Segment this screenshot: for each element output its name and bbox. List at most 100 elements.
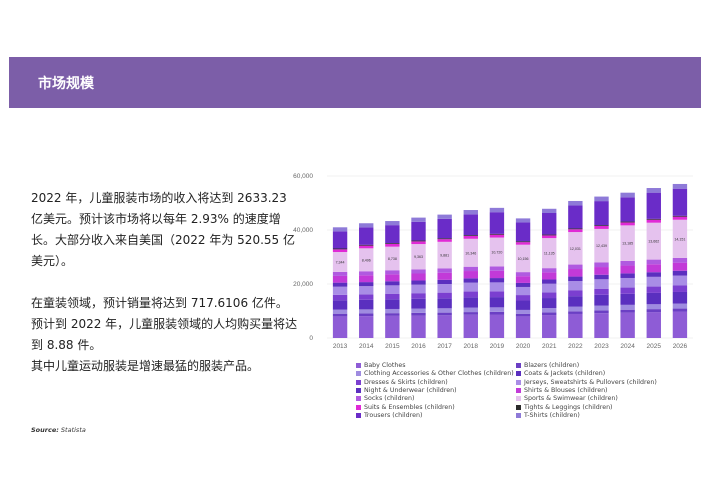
bar-segment: [332, 294, 348, 301]
bar-segment: [515, 313, 531, 317]
bar-segment: [385, 243, 400, 247]
bar-segment: [594, 201, 609, 226]
data-label: 11,135: [544, 252, 555, 256]
bar-segment: [542, 235, 557, 239]
description-text: 2022 年，儿童服装市场的收入将达到 2633.23 亿美元。预计该市场将以每…: [31, 188, 301, 377]
legend-swatch: [356, 404, 361, 410]
data-label: 10,720: [491, 250, 502, 254]
paragraph-per-capita: 预计到 2022 年，儿童服装领域的人均购买量将达到 8.88 件。: [31, 317, 298, 352]
bar-segment: [646, 218, 661, 220]
bar-segment: [515, 282, 531, 287]
bar-segment: [620, 225, 635, 261]
x-tick-label: 2018: [464, 343, 479, 350]
bar-segment: [542, 234, 557, 236]
x-tick-label: 2017: [437, 343, 452, 350]
bar-segment: [672, 216, 688, 220]
bar-segment: [672, 308, 688, 312]
bar-segment: [359, 271, 374, 276]
bar-segment: [646, 292, 661, 305]
legend-swatch: [516, 396, 521, 402]
x-tick-label: 2015: [385, 343, 400, 350]
paragraph-volume: 在童装领域，预计销量将达到 717.6106 亿件。: [31, 296, 288, 310]
bar-segment: [515, 218, 531, 223]
data-label: 13,185: [622, 242, 633, 246]
bar-segment: [411, 298, 426, 309]
bar-segment: [620, 265, 635, 274]
bar-segment: [463, 271, 478, 279]
bar-segment: [594, 262, 609, 268]
legend-item: Coats & Jackets (children): [516, 370, 605, 377]
bar-segment: [359, 309, 374, 314]
bar-segment: [594, 310, 609, 314]
bar-segment: [542, 212, 557, 235]
legend-item: Suits & Ensembles (children): [356, 404, 455, 411]
bar-segment: [385, 274, 400, 282]
bar-segment: [646, 276, 661, 287]
bar-segment: [542, 312, 557, 316]
bar-segment: [437, 239, 452, 242]
bar-segment: [620, 222, 635, 226]
legend-swatch: [356, 379, 361, 385]
bar-segment: [568, 276, 583, 282]
y-tick-label: 20,000: [293, 281, 313, 288]
bar-segment: [489, 278, 505, 283]
y-tick-label: 60,000: [293, 173, 313, 180]
bar-segment: [489, 307, 505, 312]
y-tick-label: 0: [309, 335, 313, 342]
bar-segment: [542, 208, 557, 213]
x-tick-label: 2013: [333, 343, 348, 350]
bar-segment: [568, 290, 583, 297]
bar-segment: [437, 312, 452, 316]
bar-segment: [620, 309, 635, 313]
bar-segment: [542, 308, 557, 313]
paragraph-revenue: 2022 年，儿童服装市场的收入将达到 2633.23 亿美元。预计该市场将以每…: [31, 191, 295, 268]
legend-label: Coats & Jackets (children): [524, 370, 606, 378]
bar-segment: [489, 234, 505, 238]
bar-segment: [332, 271, 348, 276]
bar-segment: [542, 279, 557, 284]
bar-segment: [359, 313, 374, 317]
bar-segment: [620, 312, 635, 338]
bar-segment: [594, 279, 609, 289]
x-tick-label: 2022: [568, 343, 583, 350]
paragraph-sportswear: 其中儿童运动服装是增速最猛的服装产品。: [31, 359, 260, 373]
bar-segment: [594, 294, 609, 306]
bar-segment: [411, 221, 426, 241]
bar-segment: [620, 277, 635, 288]
bar-segment: [437, 218, 452, 239]
bar-segment: [646, 219, 661, 223]
bar-segment: [411, 293, 426, 299]
bar-segment: [332, 282, 348, 287]
bar-segment: [489, 207, 505, 213]
bar-segment: [672, 275, 688, 286]
legend-swatch: [516, 387, 521, 393]
legend-label: Shirts & Blouses (children): [524, 386, 608, 394]
bar-segment: [489, 237, 505, 267]
legend-label: Jerseys, Sweatshirts & Pullovers (childr…: [524, 378, 657, 386]
bar-segment: [594, 313, 609, 338]
bar-segment: [411, 284, 426, 294]
bar-segment: [489, 314, 505, 338]
x-tick-label: 2026: [673, 343, 688, 350]
bar-segment: [594, 267, 609, 275]
x-tick-label: 2025: [647, 343, 662, 350]
bar-segment: [568, 264, 583, 270]
bar-segment: [542, 238, 557, 269]
section-header: 市场规模: [9, 57, 701, 108]
bar-segment: [542, 268, 557, 273]
legend-label: Blazers (children): [524, 362, 580, 369]
bar-segment: [568, 313, 583, 338]
x-tick-label: 2020: [516, 343, 531, 350]
bar-segment: [332, 309, 348, 314]
legend-item: Trousers (children): [356, 412, 422, 419]
bar-segment: [515, 242, 531, 245]
bar-segment: [437, 241, 452, 269]
bar-segment: [646, 192, 661, 219]
data-label: 9,881: [440, 254, 449, 258]
bar-segment: [515, 241, 531, 243]
bar-segment: [515, 244, 531, 273]
bar-segment: [515, 309, 531, 314]
bar-segment: [542, 315, 557, 338]
bar-segment: [489, 233, 505, 235]
bar-segment: [463, 210, 478, 215]
